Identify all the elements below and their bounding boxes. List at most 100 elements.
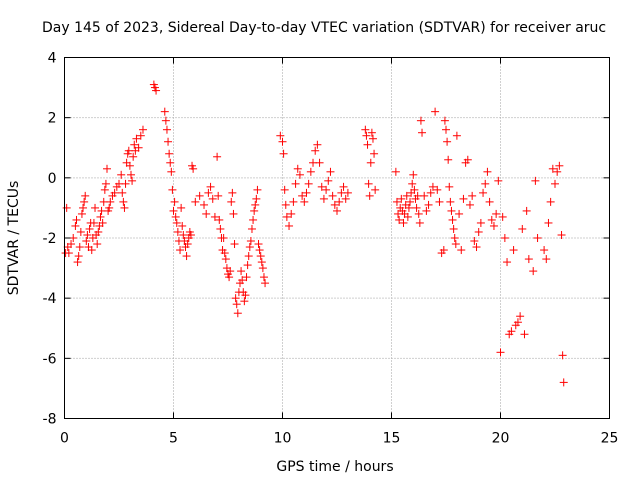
data-point <box>553 167 562 176</box>
data-point <box>302 188 311 197</box>
data-point <box>416 116 425 125</box>
data-point <box>64 249 73 258</box>
data-point <box>233 309 242 318</box>
data-point <box>238 276 247 285</box>
data-point <box>324 176 333 185</box>
data-point <box>481 179 490 188</box>
data-point <box>117 170 126 179</box>
data-point <box>414 209 423 218</box>
data-point <box>448 215 457 224</box>
data-point <box>191 197 200 206</box>
data-point <box>444 155 453 164</box>
data-point <box>110 188 119 197</box>
data-point <box>91 203 100 212</box>
data-point <box>363 140 372 149</box>
data-point <box>520 330 529 339</box>
data-point <box>472 243 481 252</box>
data-point <box>489 221 498 230</box>
data-point <box>132 134 141 143</box>
data-point <box>533 234 542 242</box>
data-point <box>404 203 413 212</box>
data-point <box>298 191 307 200</box>
chart-title: Day 145 of 2023, Sidereal Day-to-day VTE… <box>42 20 606 36</box>
data-point <box>285 221 294 230</box>
data-point <box>447 206 456 215</box>
x-tick-label: 10 <box>274 431 292 447</box>
data-points <box>61 80 568 387</box>
data-point <box>249 215 258 224</box>
x-axis-label: GPS time / hours <box>276 459 393 475</box>
data-point <box>428 182 437 191</box>
data-point <box>166 158 175 167</box>
data-point <box>364 179 373 188</box>
data-point <box>232 300 241 309</box>
data-point <box>221 255 230 264</box>
data-point <box>136 131 145 140</box>
data-point <box>76 227 85 236</box>
data-point <box>252 194 261 203</box>
x-tick-label: 15 <box>383 431 401 447</box>
data-point <box>202 209 211 218</box>
data-point <box>227 197 236 206</box>
data-point <box>420 191 429 200</box>
data-point <box>105 203 114 212</box>
data-point <box>455 209 464 218</box>
data-point <box>522 206 531 215</box>
data-point <box>439 246 448 255</box>
data-point <box>412 203 421 212</box>
data-point <box>134 143 143 152</box>
axis-ticks: 0 5 10 15 20 25 -8 -6 -4 -2 0 2 4 <box>43 51 619 447</box>
data-point <box>93 240 102 249</box>
data-point <box>206 182 215 191</box>
data-point <box>216 224 225 233</box>
data-point <box>500 234 509 242</box>
grid <box>64 57 610 419</box>
data-point <box>278 137 287 146</box>
data-point <box>452 131 461 140</box>
data-point <box>73 258 82 267</box>
data-point <box>229 209 238 218</box>
data-point <box>313 140 322 149</box>
data-point <box>410 185 419 194</box>
data-point <box>259 273 268 282</box>
data-point <box>246 237 255 246</box>
data-point <box>101 179 110 188</box>
data-point <box>177 203 186 212</box>
data-point <box>524 255 533 264</box>
data-point <box>214 191 223 200</box>
data-point <box>255 246 264 255</box>
data-point <box>279 149 288 158</box>
data-point <box>315 158 324 167</box>
data-point <box>241 291 250 300</box>
data-point <box>402 191 411 200</box>
data-point <box>343 188 352 197</box>
data-point <box>424 200 433 209</box>
data-point <box>189 164 198 173</box>
data-point <box>293 164 302 173</box>
data-point <box>164 137 173 146</box>
data-point <box>328 191 337 200</box>
data-point <box>176 246 185 255</box>
data-point <box>169 206 178 215</box>
data-point <box>160 107 169 116</box>
data-point <box>399 218 408 227</box>
data-point <box>503 258 512 267</box>
data-point <box>330 200 339 209</box>
data-point <box>516 312 525 321</box>
data-point <box>544 218 553 227</box>
data-point <box>254 240 263 249</box>
data-point <box>240 297 249 306</box>
data-point <box>443 137 452 146</box>
data-point <box>80 197 89 206</box>
data-point <box>161 116 170 125</box>
data-point <box>435 197 444 206</box>
data-point <box>253 185 262 194</box>
data-point <box>551 179 559 188</box>
data-point <box>276 131 285 140</box>
data-point <box>103 164 112 173</box>
data-point <box>247 224 256 233</box>
data-point <box>304 179 313 188</box>
data-point <box>529 267 538 276</box>
data-point <box>442 125 450 134</box>
